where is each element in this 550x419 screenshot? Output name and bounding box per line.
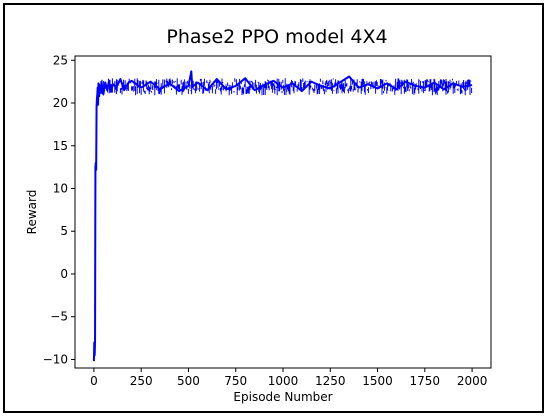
x-tick-label: 1500	[362, 374, 393, 388]
x-tick-label: 750	[224, 374, 247, 388]
y-tick-label: −5	[50, 310, 68, 324]
x-tick-label: 0	[90, 374, 98, 388]
x-axis-label: Episode Number	[233, 390, 332, 404]
x-tick-label: 1750	[410, 374, 441, 388]
reward-noise-band	[99, 78, 473, 96]
y-tick-label: 5	[60, 224, 68, 238]
y-axis: −10 −5 0 5 10 15 20 25	[43, 53, 75, 366]
series-layer	[92, 70, 473, 362]
x-tick-label: 1250	[315, 374, 346, 388]
x-tick-label: 2000	[457, 374, 488, 388]
x-tick-label: 250	[130, 374, 153, 388]
figure-frame	[3, 3, 544, 413]
plot-area	[74, 55, 492, 369]
chart-title: Phase2 PPO model 4X4	[166, 26, 387, 48]
x-axis: 0 250 500 750 1000 1250 1500 1750 2000	[90, 368, 487, 388]
x-tick-label: 1000	[268, 374, 299, 388]
y-tick-label: 15	[53, 139, 68, 153]
reward-series-line	[92, 70, 473, 362]
y-axis-label: Reward	[25, 190, 39, 235]
y-tick-label: 20	[53, 96, 68, 110]
y-tick-label: 25	[53, 53, 68, 67]
y-tick-label: 10	[53, 181, 68, 195]
x-tick-label: 500	[177, 374, 200, 388]
y-tick-label: −10	[43, 352, 68, 366]
y-tick-label: 0	[60, 267, 68, 281]
